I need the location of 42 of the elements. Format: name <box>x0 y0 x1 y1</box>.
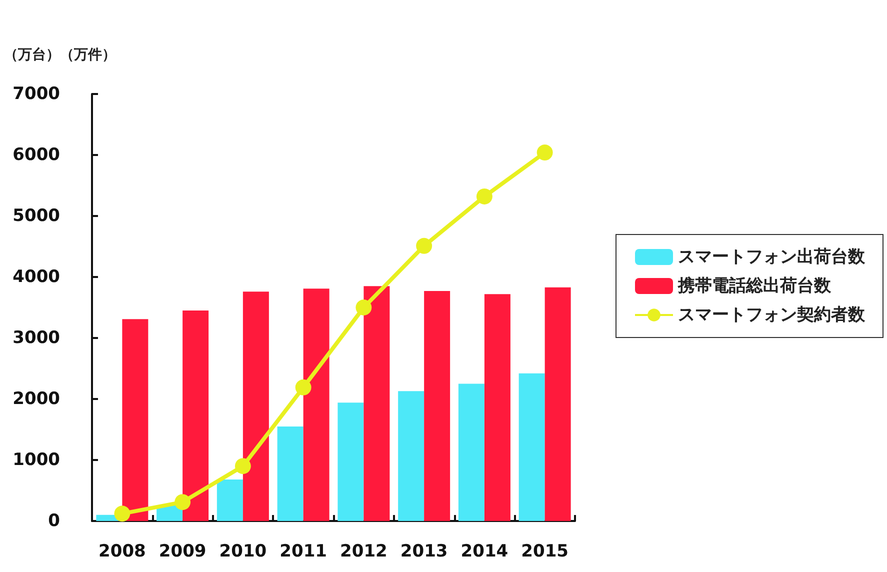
bar <box>518 373 545 521</box>
point <box>234 458 251 474</box>
legend-label: 携帯電話総出荷台数 <box>677 276 832 296</box>
y-axis-title: （万台）（万件） <box>4 47 116 63</box>
point <box>356 300 372 316</box>
x-tick-label: 2011 <box>280 542 327 562</box>
y-tick-label: 4000 <box>12 267 60 287</box>
bar <box>122 319 148 521</box>
y-tick-label: 3000 <box>12 328 60 348</box>
bar <box>338 402 364 521</box>
bar <box>277 426 304 521</box>
point <box>114 506 130 522</box>
bar <box>364 286 390 521</box>
bar <box>303 288 330 521</box>
x-tick-label: 2012 <box>340 542 388 562</box>
point <box>536 144 553 161</box>
bar <box>458 384 484 521</box>
x-tick-label: 2009 <box>158 542 206 562</box>
x-tick-label: 2008 <box>98 542 146 562</box>
bar <box>484 294 510 521</box>
x-tick-label: 2015 <box>521 542 568 562</box>
y-tick-label: 6000 <box>12 145 60 165</box>
x-tick-label: 2014 <box>460 542 508 562</box>
legend-label: スマートフォン契約者数 <box>678 305 866 325</box>
y-tick-label: 5000 <box>12 206 60 226</box>
bar <box>182 310 209 521</box>
legend-label: スマートフォン出荷台数 <box>678 247 866 267</box>
y-tick-label: 7000 <box>12 84 60 104</box>
bar <box>216 480 243 521</box>
x-tick-label: 2010 <box>219 542 267 562</box>
point <box>476 188 492 204</box>
bar <box>242 292 269 521</box>
point <box>416 238 432 254</box>
bar <box>398 391 424 521</box>
y-tick-label: 0 <box>48 511 60 531</box>
point <box>295 379 312 396</box>
x-tick-label: 2013 <box>400 542 448 562</box>
bar <box>544 287 571 521</box>
y-tick-label: 1000 <box>12 450 60 470</box>
bar <box>424 291 450 521</box>
y-tick-label: 2000 <box>12 389 60 409</box>
point <box>174 494 191 510</box>
